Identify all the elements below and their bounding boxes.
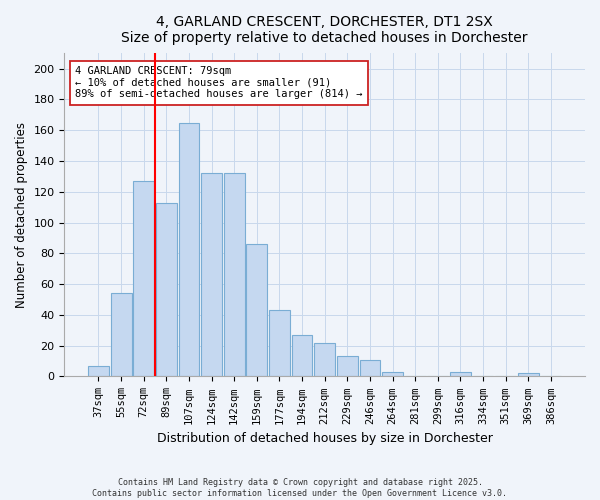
- Bar: [247, 244, 267, 376]
- Bar: [314, 342, 335, 376]
- X-axis label: Distribution of detached houses by size in Dorchester: Distribution of detached houses by size …: [157, 432, 493, 445]
- Bar: [292, 335, 313, 376]
- Bar: [518, 374, 539, 376]
- Title: 4, GARLAND CRESCENT, DORCHESTER, DT1 2SX
Size of property relative to detached h: 4, GARLAND CRESCENT, DORCHESTER, DT1 2SX…: [121, 15, 528, 45]
- Bar: [450, 372, 471, 376]
- Bar: [382, 372, 403, 376]
- Bar: [88, 366, 109, 376]
- Bar: [337, 356, 358, 376]
- Bar: [201, 174, 222, 376]
- Bar: [269, 310, 290, 376]
- Bar: [156, 202, 177, 376]
- Y-axis label: Number of detached properties: Number of detached properties: [15, 122, 28, 308]
- Bar: [133, 181, 154, 376]
- Bar: [224, 174, 245, 376]
- Bar: [179, 122, 199, 376]
- Text: 4 GARLAND CRESCENT: 79sqm
← 10% of detached houses are smaller (91)
89% of semi-: 4 GARLAND CRESCENT: 79sqm ← 10% of detac…: [75, 66, 362, 100]
- Bar: [359, 360, 380, 376]
- Bar: [110, 294, 131, 376]
- Text: Contains HM Land Registry data © Crown copyright and database right 2025.
Contai: Contains HM Land Registry data © Crown c…: [92, 478, 508, 498]
